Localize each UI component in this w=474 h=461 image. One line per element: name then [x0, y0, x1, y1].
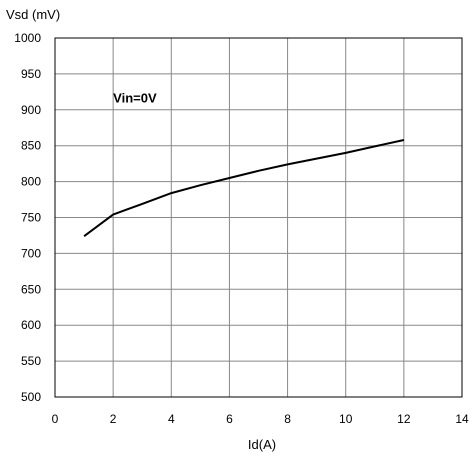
tick-labels: 0 2 4 6 8 10 12 14 500 550 600 650 700 750 800 850 900 95… [14, 31, 469, 426]
y-tick-label: 700 [21, 246, 41, 260]
x-tick-label: 12 [397, 412, 411, 426]
x-tick-label: 14 [455, 412, 469, 426]
x-axis-title: Id(A) [248, 437, 276, 452]
y-tick-label: 950 [21, 67, 41, 81]
y-tick-label: 550 [21, 354, 41, 368]
y-tick-label: 800 [21, 175, 41, 189]
annotations: Vin=0V [113, 91, 157, 106]
y-tick-label: 600 [21, 318, 41, 332]
y-tick-label: 900 [21, 103, 41, 117]
y-tick-label: 650 [21, 282, 41, 296]
y-tick-label: 850 [21, 139, 41, 153]
plot-frame [54, 37, 463, 398]
series-group [83, 139, 405, 238]
x-tick-label: 6 [226, 412, 233, 426]
y-axis-title: Vsd (mV) [6, 7, 60, 22]
y-tick-label: 750 [21, 211, 41, 225]
annotation-label: Vin=0V [113, 91, 157, 106]
y-tick-label: 500 [21, 390, 41, 404]
x-tick-label: 4 [168, 412, 175, 426]
series-line [83, 139, 405, 238]
x-tick-label: 2 [110, 412, 117, 426]
grid [55, 38, 462, 397]
x-tick-label: 8 [284, 412, 291, 426]
x-tick-label: 10 [339, 412, 353, 426]
y-tick-label: 1000 [14, 31, 41, 45]
x-tick-label: 0 [52, 412, 59, 426]
